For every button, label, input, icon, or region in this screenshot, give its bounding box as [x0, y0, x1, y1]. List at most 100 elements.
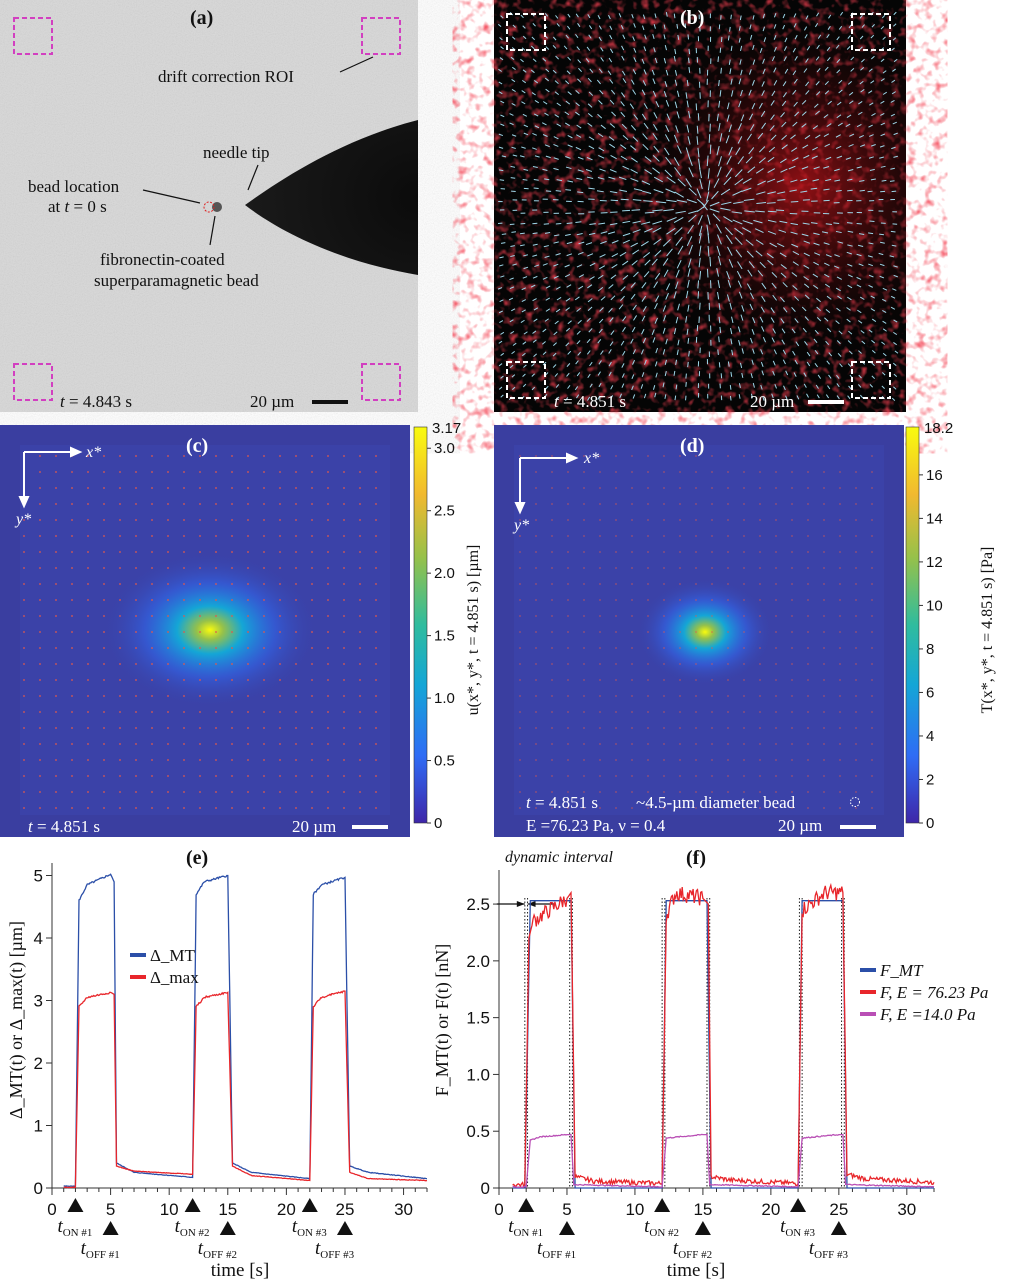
displacement-vector — [643, 393, 647, 399]
displacement-vector — [544, 144, 550, 148]
displacement-vector — [553, 241, 559, 244]
displacement-vector — [688, 350, 690, 357]
displacement-vector — [890, 295, 896, 299]
displacement-vector — [859, 179, 865, 182]
displacement-vector — [564, 111, 570, 116]
displacement-vector — [792, 157, 799, 162]
displacement-vector — [620, 198, 629, 201]
displacement-vector — [567, 13, 571, 18]
displacement-vector — [564, 264, 570, 268]
displacement-vector — [499, 256, 504, 259]
displacement-vector — [522, 341, 527, 345]
displacement-vector — [585, 58, 590, 63]
displacement-vector — [870, 55, 875, 60]
displacement-vector — [598, 222, 606, 225]
displacement-vector — [597, 113, 603, 119]
displacement-vector — [771, 90, 776, 97]
displacement-vector — [847, 244, 853, 247]
displacement-vector — [858, 263, 864, 267]
displacement-vector — [597, 371, 601, 376]
panel-b: (b) t = 4.851 s 20 µm — [494, 0, 906, 412]
displacement-vector — [836, 36, 840, 41]
displacement-vector — [598, 318, 604, 324]
displacement-vector — [890, 167, 895, 170]
displacement-vector — [725, 167, 733, 178]
axes-indicator — [514, 452, 579, 515]
event-marker-label: tOFF #3 — [315, 1238, 355, 1261]
displacement-vector — [761, 122, 767, 129]
displacement-vector — [720, 188, 731, 196]
displacement-vector — [662, 305, 667, 312]
displacement-vector — [532, 254, 538, 257]
displacement-vector — [731, 349, 734, 356]
displacement-vector — [543, 245, 549, 248]
displacement-vector — [564, 273, 571, 278]
displacement-vector — [609, 25, 613, 30]
displacement-vector — [688, 110, 691, 119]
displacement-vector — [846, 251, 852, 255]
displacement-vector — [545, 155, 551, 159]
displacement-vector — [498, 340, 503, 344]
displacement-vector — [792, 121, 798, 127]
displacement-vector — [738, 37, 741, 43]
displacement-vector — [730, 371, 733, 377]
displacement-vector — [687, 258, 692, 268]
displacement-vector — [894, 350, 899, 354]
displacement-vector — [882, 91, 888, 95]
displacement-vector — [789, 189, 797, 192]
displacement-vector — [811, 155, 818, 159]
displacement-vector — [523, 364, 527, 368]
displacement-vector — [782, 349, 787, 355]
displacement-vector — [752, 382, 755, 388]
displacement-vector — [698, 257, 701, 268]
event-marker-var: t — [175, 1216, 181, 1237]
displacement-vector — [732, 219, 743, 225]
displacement-vector — [856, 284, 862, 288]
displacement-vector — [511, 134, 517, 137]
displacement-vector — [500, 100, 505, 104]
displacement-vector — [879, 263, 885, 267]
event-marker-var: t — [508, 1216, 514, 1237]
displacement-vector — [838, 89, 843, 94]
displacement-vector — [751, 79, 755, 86]
displacement-vector — [848, 350, 853, 355]
displacement-vector — [772, 294, 777, 301]
displacement-vector — [813, 284, 819, 289]
displacement-vector — [589, 276, 595, 281]
displacement-vector — [846, 46, 851, 50]
displacement-vector — [847, 168, 854, 172]
displacement-vector — [827, 328, 832, 333]
displacement-vector — [743, 198, 755, 201]
displacement-vector — [769, 125, 775, 131]
displacement-vector — [793, 101, 798, 107]
displacement-vector — [686, 100, 689, 108]
vector-grid — [20, 445, 390, 815]
displacement-vector — [769, 242, 778, 248]
displacement-vector — [629, 103, 635, 109]
displacement-vector — [777, 191, 786, 195]
displacement-vector — [717, 349, 719, 355]
displacement-vector — [553, 167, 559, 171]
displacement-vector — [509, 113, 514, 116]
displacement-vector — [755, 250, 763, 257]
displacement-vector — [793, 13, 797, 18]
displacement-vector — [534, 80, 539, 84]
displacement-vector — [847, 395, 851, 400]
event-marker-sub: OFF #1 — [542, 1249, 576, 1261]
displacement-vector — [777, 199, 786, 201]
displacement-vector — [709, 208, 720, 213]
displacement-vector — [666, 113, 671, 121]
displacement-vector — [773, 12, 777, 18]
event-marker — [518, 1198, 535, 1212]
displacement-vector — [790, 222, 798, 226]
displacement-vector — [545, 68, 550, 73]
displacement-vector — [803, 276, 809, 281]
event-marker-label: tOFF #1 — [537, 1238, 576, 1261]
displacement-vector — [816, 297, 821, 303]
displacement-vector — [512, 24, 516, 28]
displacement-vector — [630, 338, 634, 344]
displacement-vector — [597, 132, 604, 138]
scalebar — [352, 825, 388, 829]
displacement-vector — [521, 287, 527, 291]
displacement-vector — [791, 328, 796, 334]
